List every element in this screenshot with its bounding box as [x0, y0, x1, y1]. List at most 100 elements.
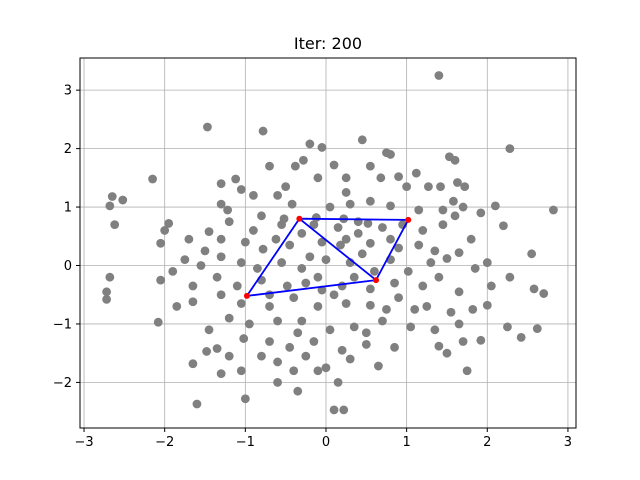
scatter-point [466, 234, 476, 244]
scatter-point [148, 174, 157, 184]
scatter-point [454, 248, 464, 258]
scatter-point [449, 196, 458, 206]
scatter-point [102, 295, 112, 304]
scatter-point [301, 278, 311, 288]
scatter-point [265, 290, 274, 300]
scatter-point [434, 341, 444, 351]
scatter-point [365, 161, 375, 171]
scatter-point [180, 255, 190, 265]
scatter-point [273, 357, 282, 367]
scatter-point [297, 316, 307, 326]
y-tick-label: −1 [53, 317, 72, 332]
scatter-point [365, 196, 375, 206]
scatter-point [438, 220, 448, 229]
scatter-point [265, 302, 274, 311]
scatter-point [386, 234, 395, 244]
scatter-point [337, 345, 347, 355]
scatter-point [289, 293, 299, 303]
scatter-point [224, 351, 234, 361]
tour-node [243, 292, 250, 299]
scatter-point [329, 290, 339, 300]
scatter-point [287, 199, 297, 209]
scatter-point [476, 208, 486, 218]
scatter-point [188, 359, 198, 369]
scatter-point [224, 217, 234, 227]
scatter-point [305, 139, 315, 149]
scatter-point [279, 214, 289, 224]
scatter-point [309, 220, 319, 229]
scatter-point [204, 325, 214, 335]
axis-ticks: −3 −2 −1 0 1 2 3 −2 −1 0 1 2 3 [53, 84, 572, 450]
scatter-point [160, 226, 170, 235]
x-tick-label: 1 [402, 435, 410, 450]
scatter-point [240, 394, 250, 404]
x-tick-label: −2 [155, 435, 174, 450]
scatter-point [202, 347, 212, 356]
scatter-point [282, 281, 292, 291]
scatter-point [236, 185, 246, 194]
scatter-point [382, 304, 391, 314]
scatter-point [293, 386, 303, 396]
scatter-point [236, 366, 246, 376]
scatter-point [378, 223, 387, 232]
scatter-point [212, 344, 222, 353]
scatter-point [394, 243, 403, 253]
scatter-point [337, 281, 347, 291]
scatter-point [273, 190, 282, 200]
scatter-point [216, 252, 226, 262]
scatter-point [313, 366, 323, 376]
scatter-point [110, 220, 120, 229]
tour-node [405, 216, 412, 223]
scatter-point [444, 152, 454, 162]
scatter-point [357, 135, 367, 145]
scatter-point [313, 173, 323, 183]
scatter-point [240, 237, 250, 247]
scatter-point [297, 228, 307, 238]
scatter-point [223, 205, 232, 215]
scatter-point [462, 366, 472, 376]
y-tick-label: 3 [64, 84, 72, 99]
scatter-point [430, 325, 440, 335]
scatter-point [424, 182, 433, 191]
scatter-point [311, 213, 321, 222]
x-tick-label: 0 [322, 435, 330, 450]
scatter-point [434, 71, 444, 80]
scatter-point [516, 332, 526, 342]
scatter-point [297, 264, 307, 273]
scatter-point [325, 325, 335, 335]
scatter-point [470, 264, 480, 273]
scatter-point [386, 201, 395, 211]
scatter-point [442, 348, 452, 358]
scatter-point [418, 226, 428, 235]
y-tick-label: 2 [64, 142, 72, 157]
scatter-point [164, 219, 174, 228]
scatter-point [236, 258, 246, 267]
scatter-point [426, 258, 436, 267]
scatter-point [329, 405, 339, 415]
scatter-point [442, 254, 452, 263]
scatter-point [438, 205, 448, 215]
scatter-point [258, 244, 268, 254]
scatter-point [376, 173, 386, 183]
data-points [102, 71, 558, 415]
x-tick-label: 3 [564, 435, 572, 450]
scatter-point [277, 258, 287, 267]
scatter-point [305, 252, 315, 262]
scatter-point [336, 240, 345, 250]
scatter-point [505, 144, 515, 154]
scatter-point [527, 249, 537, 259]
scatter-point [505, 272, 515, 282]
scatter-point [410, 304, 420, 314]
scatter-point [203, 122, 212, 132]
tour-path [246, 217, 410, 297]
y-tick-label: 1 [64, 201, 72, 216]
scatter-point [406, 322, 416, 332]
tour-node [372, 277, 379, 284]
scatter-point [549, 205, 558, 215]
scatter-point [309, 337, 319, 346]
scatter-point [216, 179, 226, 189]
scatter-point [434, 272, 444, 282]
y-tick-label: −2 [53, 376, 72, 391]
scatter-point [482, 258, 492, 267]
scatter-point [365, 284, 375, 294]
